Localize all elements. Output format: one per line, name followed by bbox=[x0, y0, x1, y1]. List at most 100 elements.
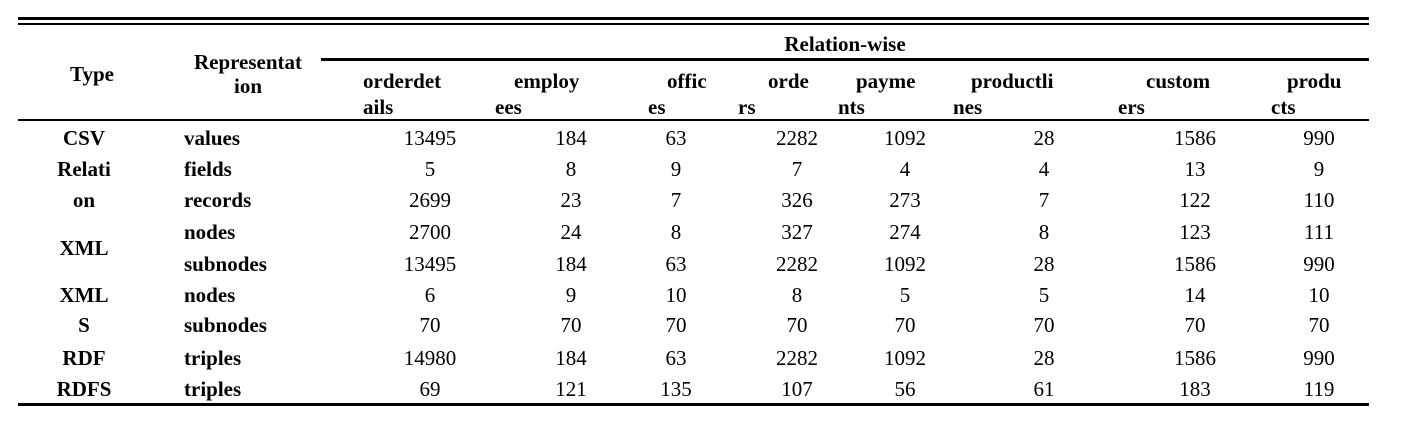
type-xmls-line2: S bbox=[78, 313, 90, 337]
table-cell: 5 bbox=[899, 283, 911, 307]
column-header-line1: orderdet bbox=[363, 69, 442, 93]
table-cell: 5 bbox=[424, 157, 436, 181]
header-type: Type bbox=[70, 62, 114, 86]
column-header-7: custom ers bbox=[1118, 68, 1238, 120]
column-header-line1: orde bbox=[768, 69, 809, 93]
table-cell: 8 bbox=[1038, 220, 1050, 244]
table-cell: 23 bbox=[560, 188, 582, 212]
column-header-line1: custom bbox=[1146, 69, 1211, 93]
header-representation-line1: Representat bbox=[193, 50, 303, 74]
column-header-line2: nes bbox=[953, 95, 983, 119]
table-cell: 2700 bbox=[409, 220, 451, 244]
table-cell: 7 bbox=[1038, 188, 1050, 212]
column-header-line2: ers bbox=[1118, 95, 1145, 119]
table-cell: 1092 bbox=[884, 126, 926, 150]
column-header-line1: offic bbox=[667, 69, 707, 93]
table-cell: 6 bbox=[424, 283, 436, 307]
representation-triples: triples bbox=[184, 346, 242, 370]
table-cell: 56 bbox=[894, 377, 916, 401]
column-header-6: productli nes bbox=[953, 68, 1093, 120]
type-rdfs: RDFS bbox=[56, 377, 112, 401]
table-cell: 63 bbox=[665, 252, 687, 276]
table-cell: 990 bbox=[1303, 126, 1335, 150]
table-cell: 70 bbox=[894, 313, 916, 337]
representation-subnodes: subnodes bbox=[184, 252, 267, 276]
table-cell: 4 bbox=[899, 157, 911, 181]
table-cell: 1586 bbox=[1174, 252, 1216, 276]
table-cell: 70 bbox=[1033, 313, 1055, 337]
table-cell: 990 bbox=[1303, 346, 1335, 370]
header-representation-line2: ion bbox=[233, 74, 262, 98]
type-relation-line1: Relati bbox=[57, 157, 111, 181]
table-cell: 28 bbox=[1033, 126, 1055, 150]
representation-records: records bbox=[184, 188, 252, 212]
column-header-line2: es bbox=[648, 95, 666, 119]
table-cell: 326 bbox=[781, 188, 813, 212]
column-header-line1: productli bbox=[971, 69, 1054, 93]
table-cell: 28 bbox=[1033, 252, 1055, 276]
table-cell: 1092 bbox=[884, 346, 926, 370]
table-cell: 184 bbox=[555, 126, 587, 150]
table-cell: 184 bbox=[555, 346, 587, 370]
table-cell: 7 bbox=[670, 188, 682, 212]
table-cell: 63 bbox=[665, 126, 687, 150]
column-header-line2: rs bbox=[738, 95, 756, 119]
table-cell: 2282 bbox=[776, 126, 818, 150]
table-cell: 135 bbox=[660, 377, 692, 401]
table-cell: 63 bbox=[665, 346, 687, 370]
table-cell: 183 bbox=[1179, 377, 1211, 401]
table-cell: 9 bbox=[565, 283, 577, 307]
table-cell: 107 bbox=[781, 377, 813, 401]
representation-fields: fields bbox=[184, 157, 232, 181]
table-cell: 2282 bbox=[776, 252, 818, 276]
column-header-8: produ cts bbox=[1271, 68, 1361, 120]
table-cell: 70 bbox=[419, 313, 441, 337]
representation-nodes: nodes bbox=[184, 283, 236, 307]
table-cell: 70 bbox=[786, 313, 808, 337]
table-cell: 10 bbox=[1308, 283, 1330, 307]
representation-subnodes: subnodes bbox=[184, 313, 267, 337]
table-cell: 273 bbox=[889, 188, 921, 212]
header-representation: Representat ion bbox=[178, 50, 318, 98]
table-cell: 990 bbox=[1303, 252, 1335, 276]
column-header-line1: payme bbox=[856, 69, 916, 93]
table-cell: 1586 bbox=[1174, 126, 1216, 150]
table-cell: 184 bbox=[555, 252, 587, 276]
table-cell: 7 bbox=[791, 157, 803, 181]
column-header-3: offic es bbox=[648, 68, 718, 120]
table-cell: 2282 bbox=[776, 346, 818, 370]
table-cell: 13 bbox=[1184, 157, 1206, 181]
table-cell: 5 bbox=[1038, 283, 1050, 307]
table-cell: 1092 bbox=[884, 252, 926, 276]
table-cell: 13495 bbox=[403, 126, 457, 150]
table-cell: 8 bbox=[670, 220, 682, 244]
representation-nodes: nodes bbox=[184, 220, 236, 244]
data-table: Type Representat ion Relation-wise order… bbox=[18, 0, 1369, 425]
table-cell: 111 bbox=[1304, 220, 1334, 244]
column-header-line2: ails bbox=[363, 95, 394, 119]
type-xml: XML bbox=[59, 236, 109, 260]
top-rule bbox=[18, 17, 1369, 20]
header-relation-wise: Relation-wise bbox=[784, 32, 906, 56]
table-cell: 70 bbox=[665, 313, 687, 337]
column-header-line2: ees bbox=[495, 95, 522, 119]
table-cell: 119 bbox=[1303, 377, 1335, 401]
table-cell: 9 bbox=[670, 157, 682, 181]
table-cell: 70 bbox=[560, 313, 582, 337]
table-cell: 10 bbox=[665, 283, 687, 307]
column-header-line1: employ bbox=[514, 69, 580, 93]
column-header-5: payme nts bbox=[838, 68, 948, 120]
table-cell: 9 bbox=[1313, 157, 1325, 181]
table-cell: 4 bbox=[1038, 157, 1050, 181]
bottom-rule bbox=[18, 403, 1369, 406]
type-rdf: RDF bbox=[62, 346, 106, 370]
table-cell: 8 bbox=[791, 283, 803, 307]
type-csv: CSV bbox=[62, 126, 105, 150]
table-cell: 14 bbox=[1184, 283, 1206, 307]
table-cell: 70 bbox=[1184, 313, 1206, 337]
column-header-line2: cts bbox=[1271, 95, 1296, 119]
table-cell: 327 bbox=[781, 220, 813, 244]
column-header-4: orde rs bbox=[738, 68, 828, 120]
table-cell: 14980 bbox=[403, 346, 457, 370]
table-cell: 69 bbox=[419, 377, 441, 401]
